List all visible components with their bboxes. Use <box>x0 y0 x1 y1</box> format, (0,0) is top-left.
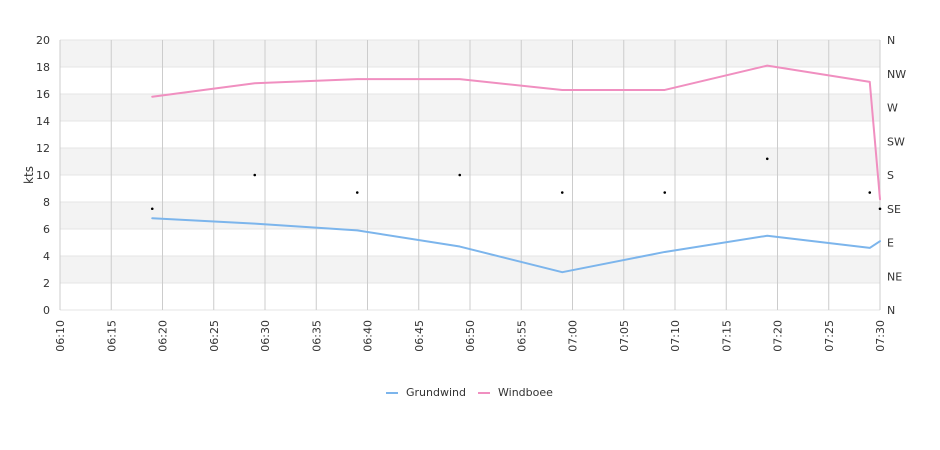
y2-tick-label: NW <box>887 68 906 81</box>
direction-points <box>150 157 882 211</box>
y-tick-label: 10 <box>36 169 50 182</box>
x-tick-label: 07:30 <box>874 320 887 352</box>
x-tick-label: 06:45 <box>413 320 426 352</box>
y-tick-label: 20 <box>36 34 50 47</box>
y-tick-label: 8 <box>43 196 50 209</box>
y-axis-ticks: 0 2 4 6 8 10 12 14 16 18 20 <box>36 34 50 317</box>
legend-item-windboee[interactable]: Windboee <box>478 386 553 399</box>
series-line-windboee <box>151 64 881 201</box>
y2-tick-label: SW <box>887 135 905 148</box>
x-tick-label: 06:40 <box>362 320 375 352</box>
y-tick-label: 16 <box>36 88 50 101</box>
y-tick-label: 4 <box>43 250 50 263</box>
direction-point <box>765 157 769 161</box>
y-tick-label: 6 <box>43 223 50 236</box>
y-tick-label: 2 <box>43 277 50 290</box>
y2-tick-label: S <box>887 169 894 182</box>
x-tick-label: 07:10 <box>669 320 682 352</box>
legend: Grundwind Windboee <box>386 386 553 399</box>
y2-tick-label: NE <box>887 270 902 283</box>
x-tick-label: 06:35 <box>310 320 323 352</box>
y-tick-label: 12 <box>36 142 50 155</box>
direction-point <box>560 191 564 194</box>
x-tick-label: 06:55 <box>515 320 528 352</box>
x-tick-label: 06:30 <box>259 320 272 352</box>
x-tick-label: 07:15 <box>720 320 733 352</box>
x-tick-label: 06:15 <box>105 320 118 352</box>
y-tick-label: 0 <box>43 304 50 317</box>
y2-tick-label: SE <box>887 203 901 216</box>
legend-label: Grundwind <box>406 386 466 399</box>
direction-point <box>663 191 667 194</box>
y2-tick-label: E <box>887 237 894 250</box>
x-axis-ticks: 06:10 06:15 06:20 06:25 06:30 06:35 06:40 06:45… <box>54 320 887 352</box>
x-tick-label: 06:25 <box>208 320 221 352</box>
y2-tick-label: W <box>887 102 898 115</box>
y-axis-title: kts <box>22 166 36 184</box>
direction-point <box>458 173 462 177</box>
x-tick-label: 07:25 <box>823 320 836 352</box>
x-tick-label: 07:20 <box>772 320 785 352</box>
grid-lines <box>59 39 881 311</box>
direction-point <box>878 207 882 211</box>
series-lines <box>151 64 881 274</box>
x-tick-label: 07:00 <box>567 320 580 352</box>
y2-axis-ticks: N NE E SE S SW W NW N <box>887 34 906 317</box>
legend-item-grundwind[interactable]: Grundwind <box>386 386 466 399</box>
direction-point <box>150 207 154 211</box>
y-tick-label: 18 <box>36 61 50 74</box>
y2-tick-label: N <box>887 34 895 47</box>
x-tick-label: 07:05 <box>618 320 631 352</box>
direction-point <box>355 191 359 194</box>
y-tick-label: 14 <box>36 115 50 128</box>
x-tick-label: 06:20 <box>157 320 170 352</box>
y2-tick-label: N <box>887 304 895 317</box>
direction-point <box>253 173 257 177</box>
series-line-grundwind <box>151 217 881 274</box>
direction-point <box>868 191 872 194</box>
x-tick-label: 06:10 <box>54 320 67 352</box>
x-tick-label: 06:50 <box>464 320 477 352</box>
legend-label: Windboee <box>498 386 553 399</box>
